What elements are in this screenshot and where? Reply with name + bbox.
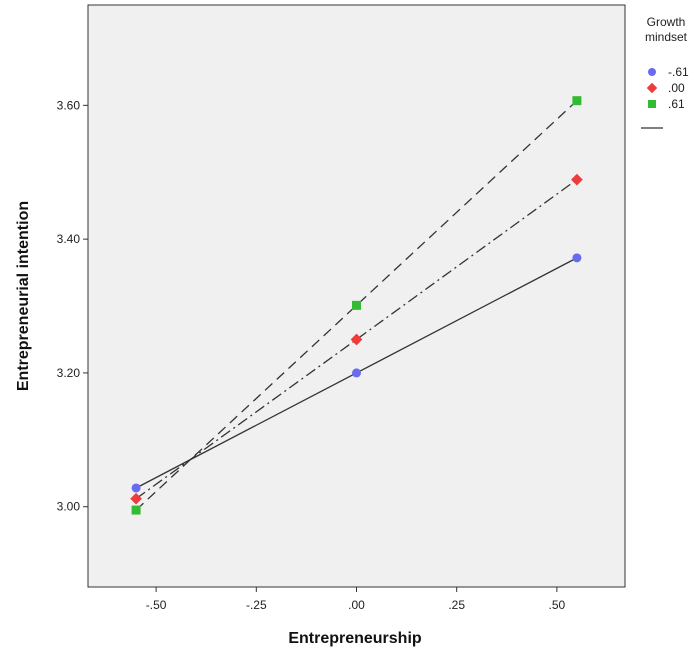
x-tick-label: .25 xyxy=(448,598,465,612)
legend-title-line-2: mindset xyxy=(645,30,688,44)
y-tick-label: 3.00 xyxy=(57,500,81,514)
legend-marker xyxy=(646,82,658,94)
legend-label: .61 xyxy=(668,97,685,111)
legend: Growth mindset -.61 .00 .61 xyxy=(641,15,689,129)
legend-title-line-1: Growth xyxy=(647,15,686,29)
data-point xyxy=(572,96,582,106)
x-axis: -.50 -.25 .00 .25 .50 xyxy=(146,587,566,612)
data-point xyxy=(572,253,582,263)
series-line xyxy=(135,100,578,511)
legend-marker xyxy=(648,100,656,108)
y-tick-label: 3.40 xyxy=(57,232,81,246)
y-axis: 3.00 3.20 3.40 3.60 xyxy=(57,98,88,514)
data-point xyxy=(571,173,583,186)
data-point xyxy=(131,483,141,493)
y-axis-title: Entrepreneurial intention xyxy=(15,201,32,391)
series-line xyxy=(135,179,578,500)
data-point xyxy=(130,492,142,505)
y-tick-label: 3.20 xyxy=(57,366,81,380)
series-markers xyxy=(130,96,583,515)
x-tick-label: .00 xyxy=(348,598,365,612)
legend-label: -.61 xyxy=(668,65,689,79)
data-point xyxy=(131,505,141,515)
legend-marker xyxy=(648,68,656,76)
x-tick-label: .50 xyxy=(549,598,566,612)
x-axis-title: Entrepreneurship xyxy=(288,630,422,647)
x-tick-label: -.50 xyxy=(146,598,167,612)
data-point xyxy=(352,300,361,310)
data-point xyxy=(352,368,361,378)
plot-area xyxy=(87,4,626,588)
y-tick-label: 3.60 xyxy=(57,98,81,112)
x-tick-label: -.25 xyxy=(246,598,267,612)
legend-label: .00 xyxy=(668,81,685,95)
data-point xyxy=(350,333,363,346)
